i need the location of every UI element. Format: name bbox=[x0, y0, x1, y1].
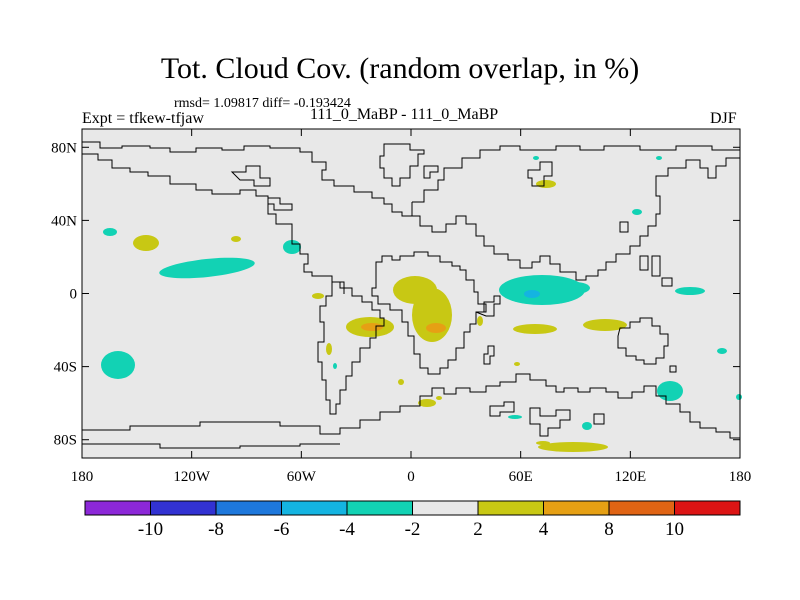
colorbar-label: 8 bbox=[604, 519, 614, 540]
anomaly-blob bbox=[312, 293, 324, 299]
colorbar-swatch bbox=[281, 500, 348, 516]
anomaly-blob bbox=[103, 228, 117, 236]
y-tick-label: 80N bbox=[51, 140, 77, 156]
y-tick-label: 40N bbox=[51, 213, 77, 229]
anomaly-blob bbox=[582, 422, 592, 430]
colorbar-swatch bbox=[608, 500, 675, 516]
coastlines bbox=[82, 141, 740, 449]
anomaly-blob bbox=[536, 180, 556, 188]
subtitle-label: 111_0_MaBP - 111_0_MaBP bbox=[310, 106, 499, 123]
x-tick-label: 60E bbox=[509, 469, 533, 485]
colorbar-swatch bbox=[346, 500, 413, 516]
anomaly-blob bbox=[412, 288, 452, 342]
experiment-label: Expt = tfkew-tfjaw bbox=[82, 110, 204, 127]
colorbar-swatch bbox=[215, 500, 282, 516]
anomaly-fills bbox=[101, 156, 742, 452]
anomaly-blob bbox=[231, 236, 241, 242]
colorbar-label: -8 bbox=[208, 519, 224, 540]
x-tick-label: 0 bbox=[407, 469, 415, 485]
anomaly-blob bbox=[499, 275, 585, 305]
anomaly-blob bbox=[656, 156, 662, 160]
colorbar-swatch bbox=[84, 500, 151, 516]
axis-ticks: 180 120W 60W 0 60E 120E 180 80N 40N 0 40S 80S bbox=[51, 129, 751, 485]
anomaly-blob bbox=[524, 290, 540, 298]
colorbar-label: 10 bbox=[665, 519, 684, 540]
anomaly-blob bbox=[736, 394, 742, 400]
colorbar-swatch bbox=[477, 500, 544, 516]
x-tick-label: 120W bbox=[173, 469, 211, 485]
anomaly-blob bbox=[513, 324, 557, 334]
anomaly-blob bbox=[538, 442, 608, 452]
anomaly-blob bbox=[632, 209, 642, 215]
colorbar: -10 -8 -6 -4 -2 2 4 8 10 bbox=[84, 500, 741, 540]
colorbar-label: -6 bbox=[274, 519, 290, 540]
stats-label: rmsd= 1.09817 diff= -0.193424 bbox=[174, 96, 351, 111]
y-tick-label: 0 bbox=[70, 287, 78, 303]
anomaly-blob bbox=[508, 415, 522, 419]
colorbar-swatch bbox=[543, 500, 610, 516]
anomaly-blob bbox=[560, 282, 590, 294]
colorbar-label: -4 bbox=[339, 519, 355, 540]
anomaly-blob bbox=[333, 363, 337, 369]
anomaly-blob bbox=[477, 316, 483, 326]
anomaly-blob bbox=[326, 343, 332, 355]
anomaly-blob bbox=[436, 396, 442, 400]
colorbar-swatch bbox=[674, 500, 741, 516]
y-tick-label: 80S bbox=[54, 433, 77, 449]
anomaly-blob bbox=[717, 348, 727, 354]
x-tick-label: 120E bbox=[614, 469, 646, 485]
anomaly-blob bbox=[361, 323, 383, 331]
colorbar-label: -10 bbox=[138, 519, 163, 540]
anomaly-blob bbox=[426, 323, 446, 333]
x-tick-label: 180 bbox=[729, 469, 752, 485]
anomaly-blob bbox=[536, 441, 550, 445]
season-label: DJF bbox=[710, 110, 737, 127]
anomaly-blob bbox=[418, 399, 436, 407]
anomaly-blob bbox=[101, 351, 135, 379]
colorbar-label: 2 bbox=[473, 519, 483, 540]
colorbar-label: 4 bbox=[539, 519, 549, 540]
y-tick-label: 40S bbox=[54, 360, 77, 376]
colorbar-label: -2 bbox=[405, 519, 421, 540]
plot-title: Tot. Cloud Cov. (random overlap, in %) bbox=[160, 52, 640, 85]
anomaly-blob bbox=[533, 156, 539, 160]
anomaly-blob bbox=[398, 379, 404, 385]
anomaly-blob bbox=[514, 362, 520, 366]
anomaly-blob bbox=[583, 319, 627, 331]
anomaly-blob bbox=[159, 257, 255, 279]
x-tick-label: 60W bbox=[287, 469, 317, 485]
x-tick-label: 180 bbox=[71, 469, 94, 485]
anomaly-blob bbox=[657, 381, 683, 401]
colorbar-swatch bbox=[412, 500, 479, 516]
anomaly-blob bbox=[675, 287, 705, 295]
anomaly-blob bbox=[133, 235, 159, 251]
colorbar-swatch bbox=[150, 500, 217, 516]
